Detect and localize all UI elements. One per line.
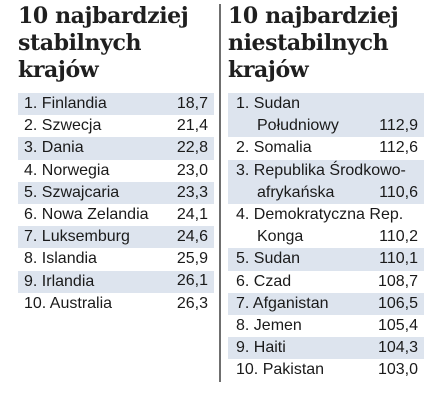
country-name-line: 1. Sudan <box>236 95 301 112</box>
country-name: 1. Sudan Południowy <box>236 93 339 137</box>
country-row: 10. Australia 26,3 <box>18 293 214 315</box>
country-name: 8. Islandia <box>24 248 97 270</box>
country-row: 1. Finlandia 18,7 <box>18 93 214 116</box>
index-value: 112,9 <box>379 117 418 135</box>
country-name: 4. Demokratyczna Rep. Konga <box>236 204 403 248</box>
heading-line: 10 najbardziej <box>18 3 189 29</box>
country-name-line: 2. Somalia <box>236 139 312 157</box>
country-row: 9. Haiti 104,3 <box>228 337 424 360</box>
unstable-countries-heading: 10 najbardziej niestabilnych krajów <box>228 3 399 84</box>
index-value: 26,3 <box>176 294 208 312</box>
index-value: 24,6 <box>176 228 208 246</box>
index-value: 25,9 <box>176 250 208 268</box>
index-value: 26,1 <box>176 272 208 290</box>
country-name: 1. Finlandia <box>24 93 107 115</box>
country-name-continuation: afrykańska <box>257 183 335 201</box>
country-row: 8. Islandia 25,9 <box>18 248 214 270</box>
country-name: 10. Australia <box>24 293 112 315</box>
heading-line: niestabilnych <box>228 30 389 56</box>
country-name: 3. Dania <box>24 137 84 159</box>
country-row: 2. Szwecja 21,4 <box>18 115 214 137</box>
country-row: 9. Irlandia 26,1 <box>18 270 214 293</box>
index-value: 104,3 <box>377 339 418 357</box>
country-name: 2. Szwecja <box>24 115 101 137</box>
country-row: 4. Norwegia 23,0 <box>18 160 214 182</box>
country-row: 1. Sudan Południowy 112,9 <box>228 93 424 138</box>
index-value: 21,4 <box>176 117 208 135</box>
country-row: 6. Nowa Zelandia 24,1 <box>18 204 214 226</box>
country-name-line: 5. Sudan <box>236 250 301 268</box>
heading-line: stabilnych <box>18 30 142 56</box>
country-row: 8. Jemen 105,4 <box>228 315 424 337</box>
stable-countries-list: 1. Finlandia 18,7 2. Szwecja 21,4 3. Dania 22… <box>18 93 214 315</box>
country-name: 3. Republika Środkowo-afrykańska <box>236 160 406 204</box>
heading-line: 10 najbardziej <box>228 3 399 29</box>
index-value: 24,1 <box>176 205 208 223</box>
country-name-line: 9. Irlandia <box>24 272 95 290</box>
country-name-line: 7. Luksemburg <box>24 228 130 246</box>
country-name-line: 3. Dania <box>24 139 84 157</box>
country-name-line: 8. Jemen <box>236 316 302 334</box>
index-value: 22,8 <box>176 139 208 157</box>
country-name-line: 4. Norwegia <box>24 161 110 179</box>
index-value: 103,0 <box>377 361 418 379</box>
unstable-countries-list: 1. Sudan Południowy 112,9 2. Somalia 112,6 3.… <box>228 93 424 381</box>
country-row: 7. Afganistan 106,5 <box>228 292 424 315</box>
country-name-line: 2. Szwecja <box>24 117 102 135</box>
country-name: 2. Somalia <box>236 137 312 159</box>
country-name: 6. Czad <box>236 271 291 293</box>
country-name-line: 10. Pakistan <box>236 361 325 379</box>
index-value: 105,4 <box>377 316 418 334</box>
country-name: 5. Sudan <box>236 248 300 270</box>
country-row: 3. Dania 22,8 <box>18 137 214 160</box>
index-value: 112,6 <box>379 139 418 157</box>
country-name: 9. Haiti <box>236 337 286 359</box>
country-row: 5. Szwajcaria 23,3 <box>18 181 214 204</box>
country-name: 10. Pakistan <box>236 359 324 381</box>
country-name-line: 7. Afganistan <box>236 294 329 312</box>
country-row: 5. Sudan 110,1 <box>228 248 424 271</box>
country-row: 10. Pakistan 103,0 <box>228 359 424 381</box>
index-value: 108,7 <box>377 272 418 290</box>
country-row: 3. Republika Środkowo-afrykańska 110,6 <box>228 159 424 204</box>
country-name-line: 10. Australia <box>24 294 113 312</box>
index-value: 106,5 <box>377 294 418 312</box>
stable-countries-heading: 10 najbardziej stabilnych krajów <box>18 3 189 84</box>
index-value: 110,2 <box>379 228 418 246</box>
country-name: 8. Jemen <box>236 315 302 337</box>
index-value: 110,1 <box>379 250 418 268</box>
index-value: 23,3 <box>176 183 208 201</box>
country-name-line: 8. Islandia <box>24 250 97 268</box>
country-name-line: 9. Haiti <box>236 339 286 357</box>
country-name: 6. Nowa Zelandia <box>24 204 149 226</box>
country-name-continuation: Konga <box>257 228 304 246</box>
index-value: 23,0 <box>176 161 208 179</box>
country-name: 5. Szwajcaria <box>24 182 119 204</box>
country-name-continuation: Południowy <box>257 117 339 135</box>
heading-line: krajów <box>18 57 99 83</box>
country-row: 6. Czad 108,7 <box>228 271 424 293</box>
country-name: 9. Irlandia <box>24 271 94 293</box>
country-name-line: 6. Czad <box>236 272 292 290</box>
country-name-line: 4. Demokratyczna Rep. <box>236 205 404 223</box>
country-name: 4. Norwegia <box>24 160 109 182</box>
country-row: 7. Luksemburg 24,6 <box>18 226 214 249</box>
country-name-line: 5. Szwajcaria <box>24 183 120 201</box>
country-name: 7. Luksemburg <box>24 226 130 248</box>
index-value: 110,6 <box>379 183 418 201</box>
heading-line: krajów <box>228 57 309 83</box>
country-row: 4. Demokratyczna Rep. Konga 110,2 <box>228 204 424 248</box>
column-divider <box>219 4 221 382</box>
country-name: 7. Afganistan <box>236 293 329 315</box>
index-value: 18,7 <box>176 94 208 112</box>
country-name-line: 6. Nowa Zelandia <box>24 205 149 223</box>
country-name-line: 1. Finlandia <box>24 95 107 112</box>
country-row: 2. Somalia 112,6 <box>228 137 424 159</box>
country-name-line: 3. Republika Środkowo- <box>236 161 406 179</box>
